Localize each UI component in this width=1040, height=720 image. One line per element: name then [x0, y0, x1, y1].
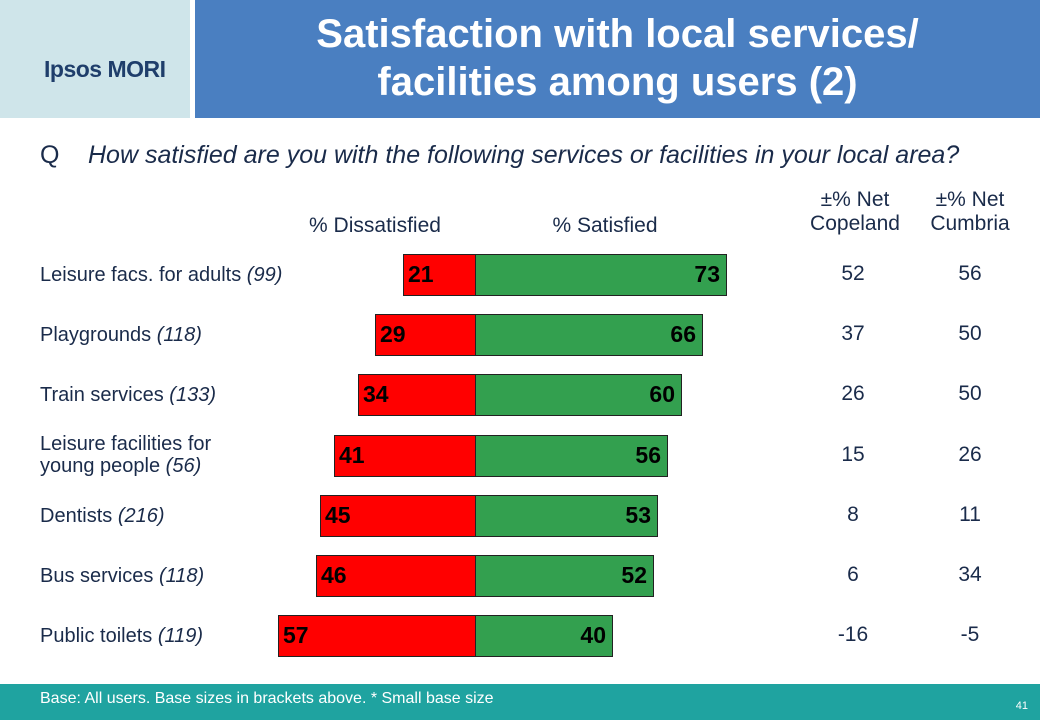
question-letter: Q [40, 141, 60, 169]
net-copeland-header-line2: Copeland [810, 212, 900, 235]
net-cumbria-value: 56 [958, 262, 982, 285]
dissatisfied-value: 21 [408, 261, 434, 287]
row-label: Leisure facs. for adults (99) [40, 264, 282, 286]
satisfied-value: 52 [621, 562, 647, 588]
dissatisfied-bar: 45 [320, 495, 476, 537]
net-copeland-value: 8 [847, 503, 859, 526]
question-text: How satisfied are you with the following… [88, 141, 960, 169]
row-label-line1: Leisure facilities for [40, 433, 212, 455]
row-label-text: Leisure facs. for adults [40, 264, 247, 286]
satisfied-header: % Satisfied [552, 214, 658, 237]
net-copeland-value: -16 [837, 623, 869, 646]
row-label-text: Playgrounds [40, 324, 157, 346]
row-label-text: Bus services [40, 565, 159, 587]
dissatisfied-bar: 29 [375, 314, 476, 356]
dissatisfied-header: % Dissatisfied [309, 214, 441, 237]
net-cumbria-header: ±% Net Cumbria [910, 188, 1030, 236]
net-copeland-value: 37 [841, 322, 865, 345]
satisfied-bar: 66 [475, 314, 703, 356]
satisfied-value: 66 [670, 321, 696, 347]
net-copeland-value: 6 [847, 563, 859, 586]
base-note: Base: All users. Base sizes in brackets … [40, 690, 494, 707]
title-bar: Satisfaction with local services/ facili… [195, 0, 1040, 118]
row-label: Train services (133) [40, 384, 216, 406]
satisfied-bar: 53 [475, 495, 658, 537]
row-label-text: Dentists [40, 505, 118, 527]
dissatisfied-bar: 57 [278, 615, 476, 657]
slide-title-line1: Satisfaction with local services/ [316, 12, 919, 56]
net-cumbria-value: -5 [960, 623, 980, 646]
row-label-text: Train services [40, 384, 170, 406]
satisfied-bar: 40 [475, 615, 613, 657]
row-base-size: (133) [169, 384, 216, 406]
dissatisfied-value: 45 [325, 502, 351, 528]
satisfied-value: 56 [635, 442, 661, 468]
net-cumbria-header-line2: Cumbria [930, 212, 1010, 235]
net-copeland-value: 52 [841, 262, 865, 285]
slide-title: Satisfaction with local services/ facili… [195, 10, 1040, 106]
satisfied-bar: 73 [475, 254, 727, 296]
satisfied-value: 60 [649, 381, 675, 407]
row-base-size: (56) [165, 455, 202, 477]
row-label: Dentists (216) [40, 505, 165, 527]
row-base-size: (119) [157, 625, 204, 647]
ipsos-mori-logo: Ipsos MORI [44, 56, 166, 82]
satisfied-value: 73 [694, 261, 720, 287]
row-label: Bus services (118) [40, 565, 204, 587]
net-copeland-header-line1: ±% Net [820, 188, 890, 211]
satisfied-bar: 60 [475, 374, 682, 416]
footer-bar: Base: All users. Base sizes in brackets … [0, 684, 1040, 720]
satisfied-bar: 56 [475, 435, 668, 477]
net-cumbria-value: 11 [959, 503, 981, 526]
net-cumbria-value: 50 [958, 382, 982, 405]
row-label-text: young people [40, 455, 166, 477]
dissatisfied-value: 29 [380, 321, 406, 347]
net-cumbria-value: 34 [958, 563, 982, 586]
row-label-text: Public toilets [40, 625, 158, 647]
satisfied-value: 40 [580, 622, 606, 648]
row-label: Public toilets (119) [40, 625, 203, 647]
row-label: Leisure facilities for young people (56) [40, 433, 211, 477]
dissatisfied-value: 46 [321, 562, 347, 588]
net-copeland-value: 15 [841, 443, 865, 466]
net-cumbria-value: 50 [958, 322, 982, 345]
satisfied-value: 53 [625, 502, 651, 528]
dissatisfied-value: 41 [339, 442, 365, 468]
page-number: 41 [1015, 700, 1028, 712]
row-base-size: (118) [156, 324, 202, 346]
satisfied-bar: 52 [475, 555, 654, 597]
dissatisfied-bar: 46 [316, 555, 476, 597]
row-label: Playgrounds (118) [40, 324, 202, 346]
dissatisfied-value: 34 [363, 381, 389, 407]
net-cumbria-header-line1: ±% Net [935, 188, 1005, 211]
net-copeland-header: ±% Net Copeland [790, 188, 920, 236]
logo-panel: Ipsos MORI [0, 0, 190, 118]
net-cumbria-value: 26 [958, 443, 982, 466]
row-base-size: (99) [246, 264, 283, 286]
slide-title-line2: facilities among users (2) [377, 60, 858, 104]
dissatisfied-bar: 34 [358, 374, 476, 416]
row-label-line2: young people (56) [40, 455, 211, 477]
dissatisfied-value: 57 [283, 622, 309, 648]
dissatisfied-bar: 41 [334, 435, 476, 477]
row-base-size: (118) [158, 565, 205, 587]
dissatisfied-bar: 21 [403, 254, 476, 296]
net-copeland-value: 26 [841, 382, 865, 405]
row-base-size: (216) [117, 505, 165, 527]
